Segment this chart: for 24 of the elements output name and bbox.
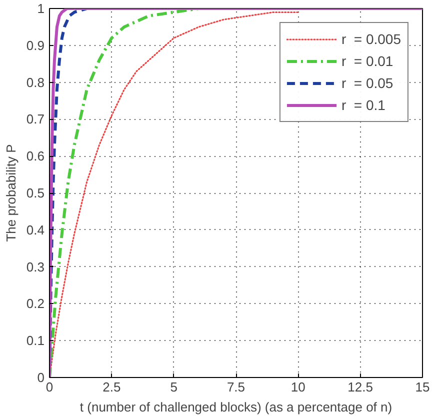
x-tick-label: 7.5 [226, 380, 246, 394]
y-tick-label: 0.5 [26, 186, 45, 200]
y-tick-label: 0.1 [26, 333, 45, 348]
line-series [50, 8, 422, 378]
x-axis-title: t (number of challenged blocks) (as a percentage of n) [80, 400, 392, 414]
y-tick-label: 1 [37, 1, 45, 16]
x-tick-label: 15 [415, 380, 430, 394]
legend-label: r = 0.01 [341, 53, 394, 69]
y-tick-label: 0.4 [26, 222, 45, 238]
x-tick-label: 12.5 [348, 380, 373, 394]
x-tick-label: 5 [170, 380, 178, 394]
legend-label: r = 0.1 [341, 97, 386, 113]
y-tick-label: 0.2 [26, 296, 45, 312]
x-tick-label: 2.5 [102, 380, 121, 394]
y-tick-label: 0.7 [26, 112, 45, 127]
y-axis-title: The probability P [3, 144, 18, 242]
x-tick-label: 10 [290, 380, 306, 394]
y-tick-label: 0.9 [26, 38, 45, 53]
legend-label: r = 0.005 [341, 31, 401, 47]
y-tick-label: 0 [37, 370, 45, 385]
legend-label: r = 0.05 [341, 75, 394, 91]
y-tick-label: 0.8 [26, 74, 45, 90]
y-tick-label: 0.6 [26, 148, 45, 164]
y-tick-label: 0.3 [26, 259, 45, 274]
